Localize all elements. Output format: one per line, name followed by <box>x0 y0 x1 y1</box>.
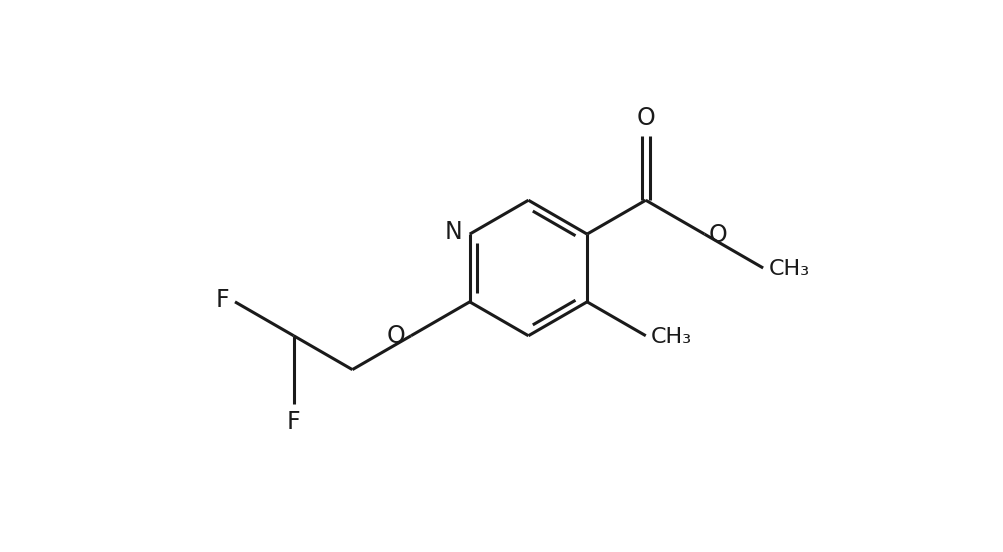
Text: N: N <box>444 220 461 244</box>
Text: CH₃: CH₃ <box>651 327 692 347</box>
Text: O: O <box>636 107 655 130</box>
Text: F: F <box>215 288 229 312</box>
Text: CH₃: CH₃ <box>767 259 808 279</box>
Text: F: F <box>287 410 300 434</box>
Text: O: O <box>386 323 404 348</box>
Text: O: O <box>708 223 727 247</box>
